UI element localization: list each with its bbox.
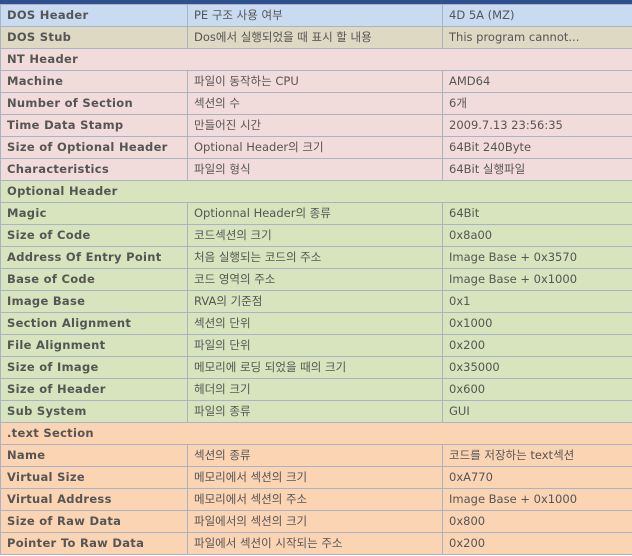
field-name: Name xyxy=(0,444,188,467)
table-row: DOS Stub Dos에서 실행되었을 때 표시 할 내용 This prog… xyxy=(0,26,632,49)
field-description: 코드 영역의 주소 xyxy=(187,268,443,291)
field-name: Section Alignment xyxy=(0,312,188,335)
field-name: Virtual Address xyxy=(0,488,188,511)
table-row: DOS Header PE 구조 사용 여부 4D 5A (MZ) xyxy=(0,4,632,27)
field-description: 메모리에서 섹션의 크기 xyxy=(187,466,443,489)
field-value: This program cannot... xyxy=(442,26,632,49)
table-row: Pointer To Raw Data 파일에서 섹션이 시작되는 주소 0x2… xyxy=(0,532,632,555)
table-row: Base of Code 코드 영역의 주소 Image Base + 0x10… xyxy=(0,268,632,291)
field-value: 0x600 xyxy=(442,378,632,401)
field-value: 64Bit 실행파일 xyxy=(442,158,632,181)
field-value: 코드를 저장하는 text섹션 xyxy=(442,444,632,467)
field-description: Optionnal Header의 종류 xyxy=(187,202,443,225)
table-row: Size of Optional Header Optional Header의… xyxy=(0,136,632,159)
field-description: 파일이 동작하는 CPU xyxy=(187,70,443,93)
section-title: NT Header xyxy=(0,48,632,71)
field-value: 0x800 xyxy=(442,510,632,533)
field-name: Image Base xyxy=(0,290,188,313)
table-row: Size of Image 메모리에 로딩 되었을 때의 크기 0x35000 xyxy=(0,356,632,379)
field-name: Address Of Entry Point xyxy=(0,246,188,269)
field-value: 6개 xyxy=(442,92,632,115)
field-name: Size of Optional Header xyxy=(0,136,188,159)
field-value: 64Bit xyxy=(442,202,632,225)
table-row: Section Alignment 섹션의 단위 0x1000 xyxy=(0,312,632,335)
field-name: Size of Header xyxy=(0,378,188,401)
table-row: Magic Optionnal Header의 종류 64Bit xyxy=(0,202,632,225)
field-value: Image Base + 0x3570 xyxy=(442,246,632,269)
field-value: Image Base + 0x1000 xyxy=(442,268,632,291)
table-row: Address Of Entry Point 처음 실행되는 코드의 주소 Im… xyxy=(0,246,632,269)
field-value: AMD64 xyxy=(442,70,632,93)
field-value: 0x35000 xyxy=(442,356,632,379)
section-title: Optional Header xyxy=(0,180,632,203)
field-name: Characteristics xyxy=(0,158,188,181)
field-description: 헤더의 크기 xyxy=(187,378,443,401)
table-row: Name 섹션의 종류 코드를 저장하는 text섹션 xyxy=(0,444,632,467)
field-name: Virtual Size xyxy=(0,466,188,489)
field-name: Machine xyxy=(0,70,188,93)
table-row: Machine 파일이 동작하는 CPU AMD64 xyxy=(0,70,632,93)
field-description: 만들어진 시간 xyxy=(187,114,443,137)
field-name: Size of Raw Data xyxy=(0,510,188,533)
field-value: 0x1000 xyxy=(442,312,632,335)
table-row: Number of Section 섹션의 수 6개 xyxy=(0,92,632,115)
field-description: 파일의 단위 xyxy=(187,334,443,357)
table-row: Virtual Address 메모리에서 섹션의 주소 Image Base … xyxy=(0,488,632,511)
field-description: 파일의 형식 xyxy=(187,158,443,181)
field-value: 0x200 xyxy=(442,334,632,357)
field-description: 메모리에서 섹션의 주소 xyxy=(187,488,443,511)
table-row: Time Data Stamp 만들어진 시간 2009.7.13 23:56:… xyxy=(0,114,632,137)
field-description: 파일의 종류 xyxy=(187,400,443,423)
table-row: File Alignment 파일의 단위 0x200 xyxy=(0,334,632,357)
table-row: Size of Raw Data 파일에서의 섹션의 크기 0x800 xyxy=(0,510,632,533)
field-description: RVA의 기준점 xyxy=(187,290,443,313)
table-row: Size of Code 코드섹션의 크기 0x8a00 xyxy=(0,224,632,247)
field-value: 0x200 xyxy=(442,532,632,555)
field-name: Magic xyxy=(0,202,188,225)
field-description: PE 구조 사용 여부 xyxy=(187,4,443,27)
field-description: 파일에서의 섹션의 크기 xyxy=(187,510,443,533)
field-description: 메모리에 로딩 되었을 때의 크기 xyxy=(187,356,443,379)
field-description: Dos에서 실행되었을 때 표시 할 내용 xyxy=(187,26,443,49)
field-description: 처음 실행되는 코드의 주소 xyxy=(187,246,443,269)
field-name: Sub System xyxy=(0,400,188,423)
field-name: Pointer To Raw Data xyxy=(0,532,188,555)
section-header-row: NT Header xyxy=(0,48,632,71)
field-name: Base of Code xyxy=(0,268,188,291)
field-value: 2009.7.13 23:56:35 xyxy=(442,114,632,137)
field-value: 0xA770 xyxy=(442,466,632,489)
field-name: DOS Header xyxy=(0,4,188,27)
field-description: 코드섹션의 크기 xyxy=(187,224,443,247)
table-row: Characteristics 파일의 형식 64Bit 실행파일 xyxy=(0,158,632,181)
field-description: 파일에서 섹션이 시작되는 주소 xyxy=(187,532,443,555)
section-header-row: Optional Header xyxy=(0,180,632,203)
field-name: File Alignment xyxy=(0,334,188,357)
field-value: Image Base + 0x1000 xyxy=(442,488,632,511)
field-value: 4D 5A (MZ) xyxy=(442,4,632,27)
field-value: 0x1 xyxy=(442,290,632,313)
field-name: Size of Code xyxy=(0,224,188,247)
field-description: 섹션의 수 xyxy=(187,92,443,115)
table-row: Sub System 파일의 종류 GUI xyxy=(0,400,632,423)
section-title: .text Section xyxy=(0,422,632,445)
field-name: Size of Image xyxy=(0,356,188,379)
field-value: 64Bit 240Byte xyxy=(442,136,632,159)
table-row: Size of Header 헤더의 크기 0x600 xyxy=(0,378,632,401)
field-description: Optional Header의 크기 xyxy=(187,136,443,159)
table-row: Image Base RVA의 기준점 0x1 xyxy=(0,290,632,313)
field-value: 0x8a00 xyxy=(442,224,632,247)
field-description: 섹션의 종류 xyxy=(187,444,443,467)
field-value: GUI xyxy=(442,400,632,423)
table-row: Virtual Size 메모리에서 섹션의 크기 0xA770 xyxy=(0,466,632,489)
field-name: Number of Section xyxy=(0,92,188,115)
field-name: Time Data Stamp xyxy=(0,114,188,137)
pe-structure-table: DOS Header PE 구조 사용 여부 4D 5A (MZ) DOS St… xyxy=(0,4,632,555)
top-rule xyxy=(0,0,632,4)
field-name: DOS Stub xyxy=(0,26,188,49)
field-description: 섹션의 단위 xyxy=(187,312,443,335)
section-header-row: .text Section xyxy=(0,422,632,445)
